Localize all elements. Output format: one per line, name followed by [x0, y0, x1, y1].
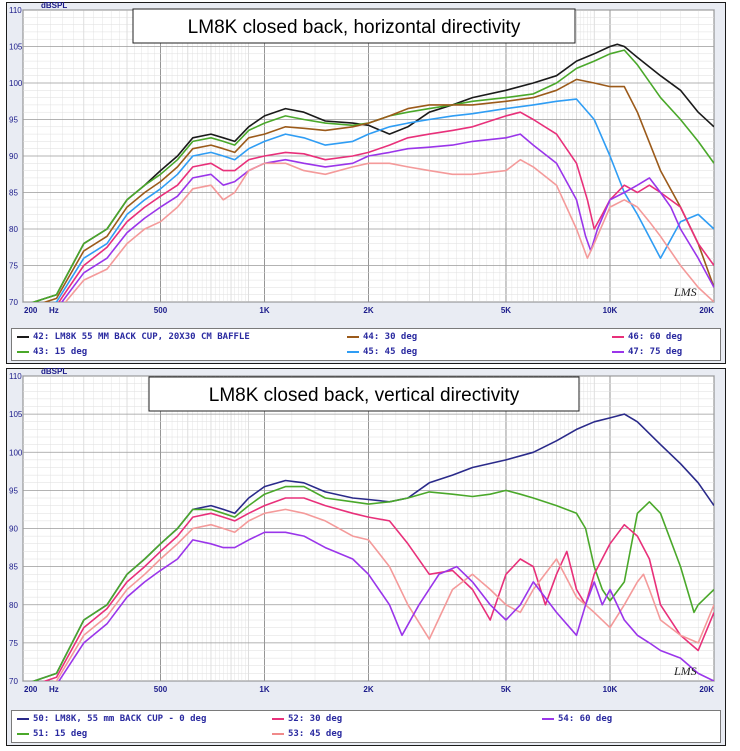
legend-label: 51: 15 deg — [33, 729, 88, 739]
legend-label: 54: 60 deg — [558, 714, 613, 724]
y-tick-label: 110 — [9, 6, 22, 15]
x-tick-label: 2K — [363, 306, 373, 315]
x-tick-label: 5K — [501, 685, 511, 694]
legend-label: 42: LM8K 55 MM BACK CUP, 20X30 CM BAFFLE — [33, 332, 250, 342]
legend-label: 52: 30 deg — [288, 714, 343, 724]
series-line — [42, 497, 714, 681]
x-tick-label: 20K — [699, 306, 714, 315]
legend-item: 52: 30 deg — [272, 713, 342, 725]
title-box — [132, 8, 576, 44]
legend-label: 50: LM8K, 55 mm BACK CUP - 0 deg — [33, 714, 207, 724]
y-unit-label: dBSPL — [41, 1, 67, 10]
legend-swatch — [272, 718, 284, 720]
horizontal-directivity-legend: 42: LM8K 55 MM BACK CUP, 20X30 CM BAFFLE… — [11, 328, 721, 361]
y-tick-label: 105 — [9, 43, 23, 52]
horizontal-directivity-plot: 70 75 80 85 90 95 100 105 110 200 500 1K 2K 5K 10K 20K d… — [9, 1, 715, 315]
legend-swatch — [272, 733, 284, 735]
x-tick-label: 2K — [363, 685, 373, 694]
title-box — [148, 376, 580, 412]
legend-item: 53: 45 deg — [272, 728, 342, 740]
x-unit-label: Hz — [49, 306, 59, 315]
legend-swatch — [17, 718, 29, 720]
series-line — [60, 133, 714, 302]
vertical-directivity-legend: 50: LM8K, 55 mm BACK CUP - 0 deg 51: 15 d… — [11, 710, 721, 743]
legend-item: 46: 60 deg — [612, 331, 682, 343]
legend-item: 45: 45 deg — [347, 346, 417, 358]
x-tick-label: 10K — [603, 306, 618, 315]
legend-item: 43: 15 deg — [17, 346, 87, 358]
y-tick-label: 95 — [9, 116, 18, 125]
legend-item: 50: LM8K, 55 mm BACK CUP - 0 deg — [17, 713, 206, 725]
y-tick-label: 90 — [9, 152, 18, 161]
legend-label: 44: 30 deg — [363, 332, 418, 342]
x-unit-label: Hz — [49, 685, 59, 694]
series-line — [58, 531, 714, 681]
legend-swatch — [17, 336, 29, 338]
legend-item: 47: 75 deg — [612, 346, 682, 358]
legend-item: 54: 60 deg — [542, 713, 612, 725]
series-line — [64, 158, 714, 302]
x-tick-label: 200 — [24, 685, 38, 694]
vertical-directivity-plot: 70 75 80 85 90 95 100 105 110 200 500 1K 2K 5K 10K 20K d… — [9, 367, 715, 694]
y-tick-label: 105 — [9, 410, 23, 419]
y-tick-label: 80 — [9, 601, 18, 610]
legend-item: 44: 30 deg — [347, 331, 417, 343]
legend-label: 45: 45 deg — [363, 347, 418, 357]
grid — [22, 375, 715, 682]
legend-swatch — [17, 733, 29, 735]
y-tick-label: 110 — [9, 372, 22, 381]
series-group — [31, 43, 714, 302]
y-tick-label: 85 — [9, 563, 18, 572]
y-tick-label: 100 — [9, 79, 23, 88]
x-tick-label: 20K — [699, 685, 714, 694]
x-tick-label: 200 — [24, 306, 38, 315]
chart-title: LM8K closed back, horizontal directivity — [188, 17, 521, 38]
legend-label: 53: 45 deg — [288, 729, 343, 739]
legend-swatch — [612, 351, 624, 353]
lms-watermark: LMS — [673, 285, 697, 299]
y-tick-label: 80 — [9, 225, 18, 234]
legend-item: 51: 15 deg — [17, 728, 87, 740]
vertical-directivity-panel: 70 75 80 85 90 95 100 105 110 200 500 1K 2K 5K 10K 20K d… — [6, 367, 726, 746]
legend-swatch — [542, 718, 554, 720]
y-tick-label: 95 — [9, 486, 18, 495]
series-line — [31, 43, 714, 302]
y-tick-label: 75 — [9, 262, 18, 271]
series-group — [31, 413, 714, 681]
legend-item: 42: LM8K 55 MM BACK CUP, 20X30 CM BAFFLE — [17, 331, 250, 343]
y-unit-label: dBSPL — [41, 367, 67, 376]
series-line — [52, 508, 714, 681]
series-line — [52, 98, 714, 302]
legend-swatch — [347, 336, 359, 338]
y-tick-label: 90 — [9, 525, 18, 534]
chart-title: LM8K closed back, vertical directivity — [209, 385, 520, 406]
x-tick-label: 1K — [259, 685, 269, 694]
legend-swatch — [17, 351, 29, 353]
y-tick-label: 85 — [9, 189, 18, 198]
series-line — [57, 111, 714, 302]
x-tick-label: 500 — [154, 306, 168, 315]
series-line — [42, 78, 714, 302]
x-tick-label: 500 — [154, 685, 168, 694]
y-tick-label: 70 — [9, 298, 18, 307]
legend-swatch — [612, 336, 624, 338]
y-tick-label: 100 — [9, 448, 23, 457]
horizontal-directivity-panel: 70 75 80 85 90 95 100 105 110 200 500 1K 2K 5K 10K 20K d… — [6, 1, 726, 364]
x-tick-label: 1K — [259, 306, 269, 315]
legend-label: 46: 60 deg — [628, 332, 683, 342]
series-line — [31, 485, 714, 681]
legend-label: 43: 15 deg — [33, 347, 88, 357]
legend-swatch — [347, 351, 359, 353]
lms-watermark: LMS — [673, 664, 697, 678]
x-tick-label: 10K — [603, 685, 618, 694]
legend-label: 47: 75 deg — [628, 347, 683, 357]
y-tick-label: 75 — [9, 639, 18, 648]
y-tick-label: 70 — [9, 677, 18, 686]
x-tick-label: 5K — [501, 306, 511, 315]
